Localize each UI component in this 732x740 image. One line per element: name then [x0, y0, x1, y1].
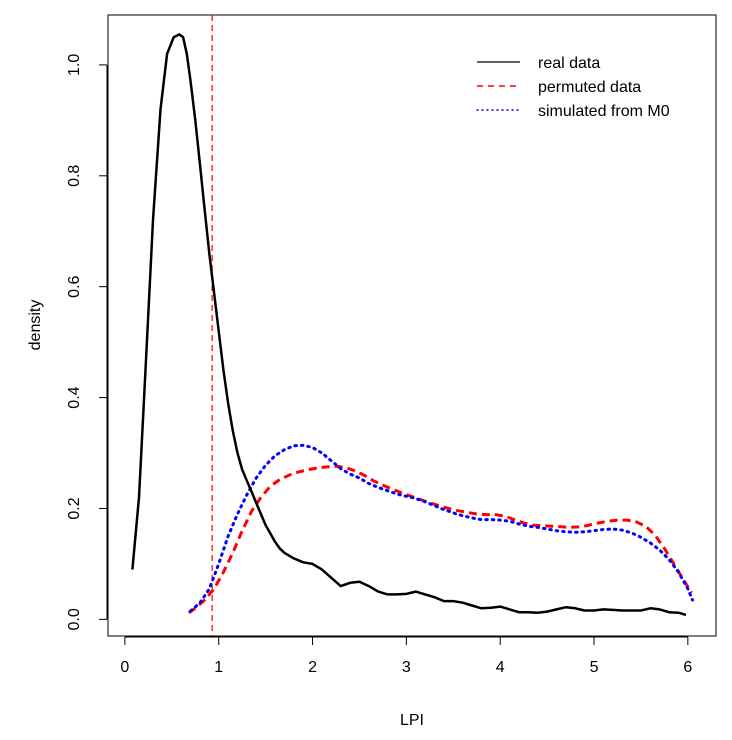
y-axis: 0.0 0.2 0.4 0.6 0.8 1.0	[66, 54, 108, 630]
y-tick-label: 0.8	[66, 165, 83, 187]
x-tick-label: 0	[120, 659, 129, 676]
x-axis-title: LPI	[400, 712, 424, 729]
x-tick-label: 1	[214, 659, 223, 676]
x-tick-label: 6	[683, 659, 692, 676]
y-tick-label: 0.4	[66, 386, 83, 408]
y-axis-title: density	[27, 300, 44, 351]
legend-label: permuted data	[538, 79, 641, 96]
legend-label: simulated from M0	[538, 103, 670, 120]
x-axis: 0 1 2 3 4 5 6	[120, 636, 692, 676]
y-tick-label: 0.0	[66, 608, 83, 630]
y-tick-label: 0.6	[66, 275, 83, 297]
series-line	[187, 464, 693, 614]
y-tick-label: 1.0	[66, 54, 83, 76]
series-layer	[131, 33, 694, 617]
x-tick-label: 5	[590, 659, 599, 676]
x-tick-label: 3	[402, 659, 411, 676]
series-line	[131, 33, 687, 617]
x-tick-label: 4	[496, 659, 505, 676]
plot-frame	[107, 14, 717, 637]
series-line	[189, 443, 694, 613]
legend: real data permuted data simulated from M0	[476, 55, 670, 120]
x-tick-label: 2	[308, 659, 317, 676]
legend-label: real data	[538, 55, 600, 72]
y-tick-label: 0.2	[66, 497, 83, 519]
